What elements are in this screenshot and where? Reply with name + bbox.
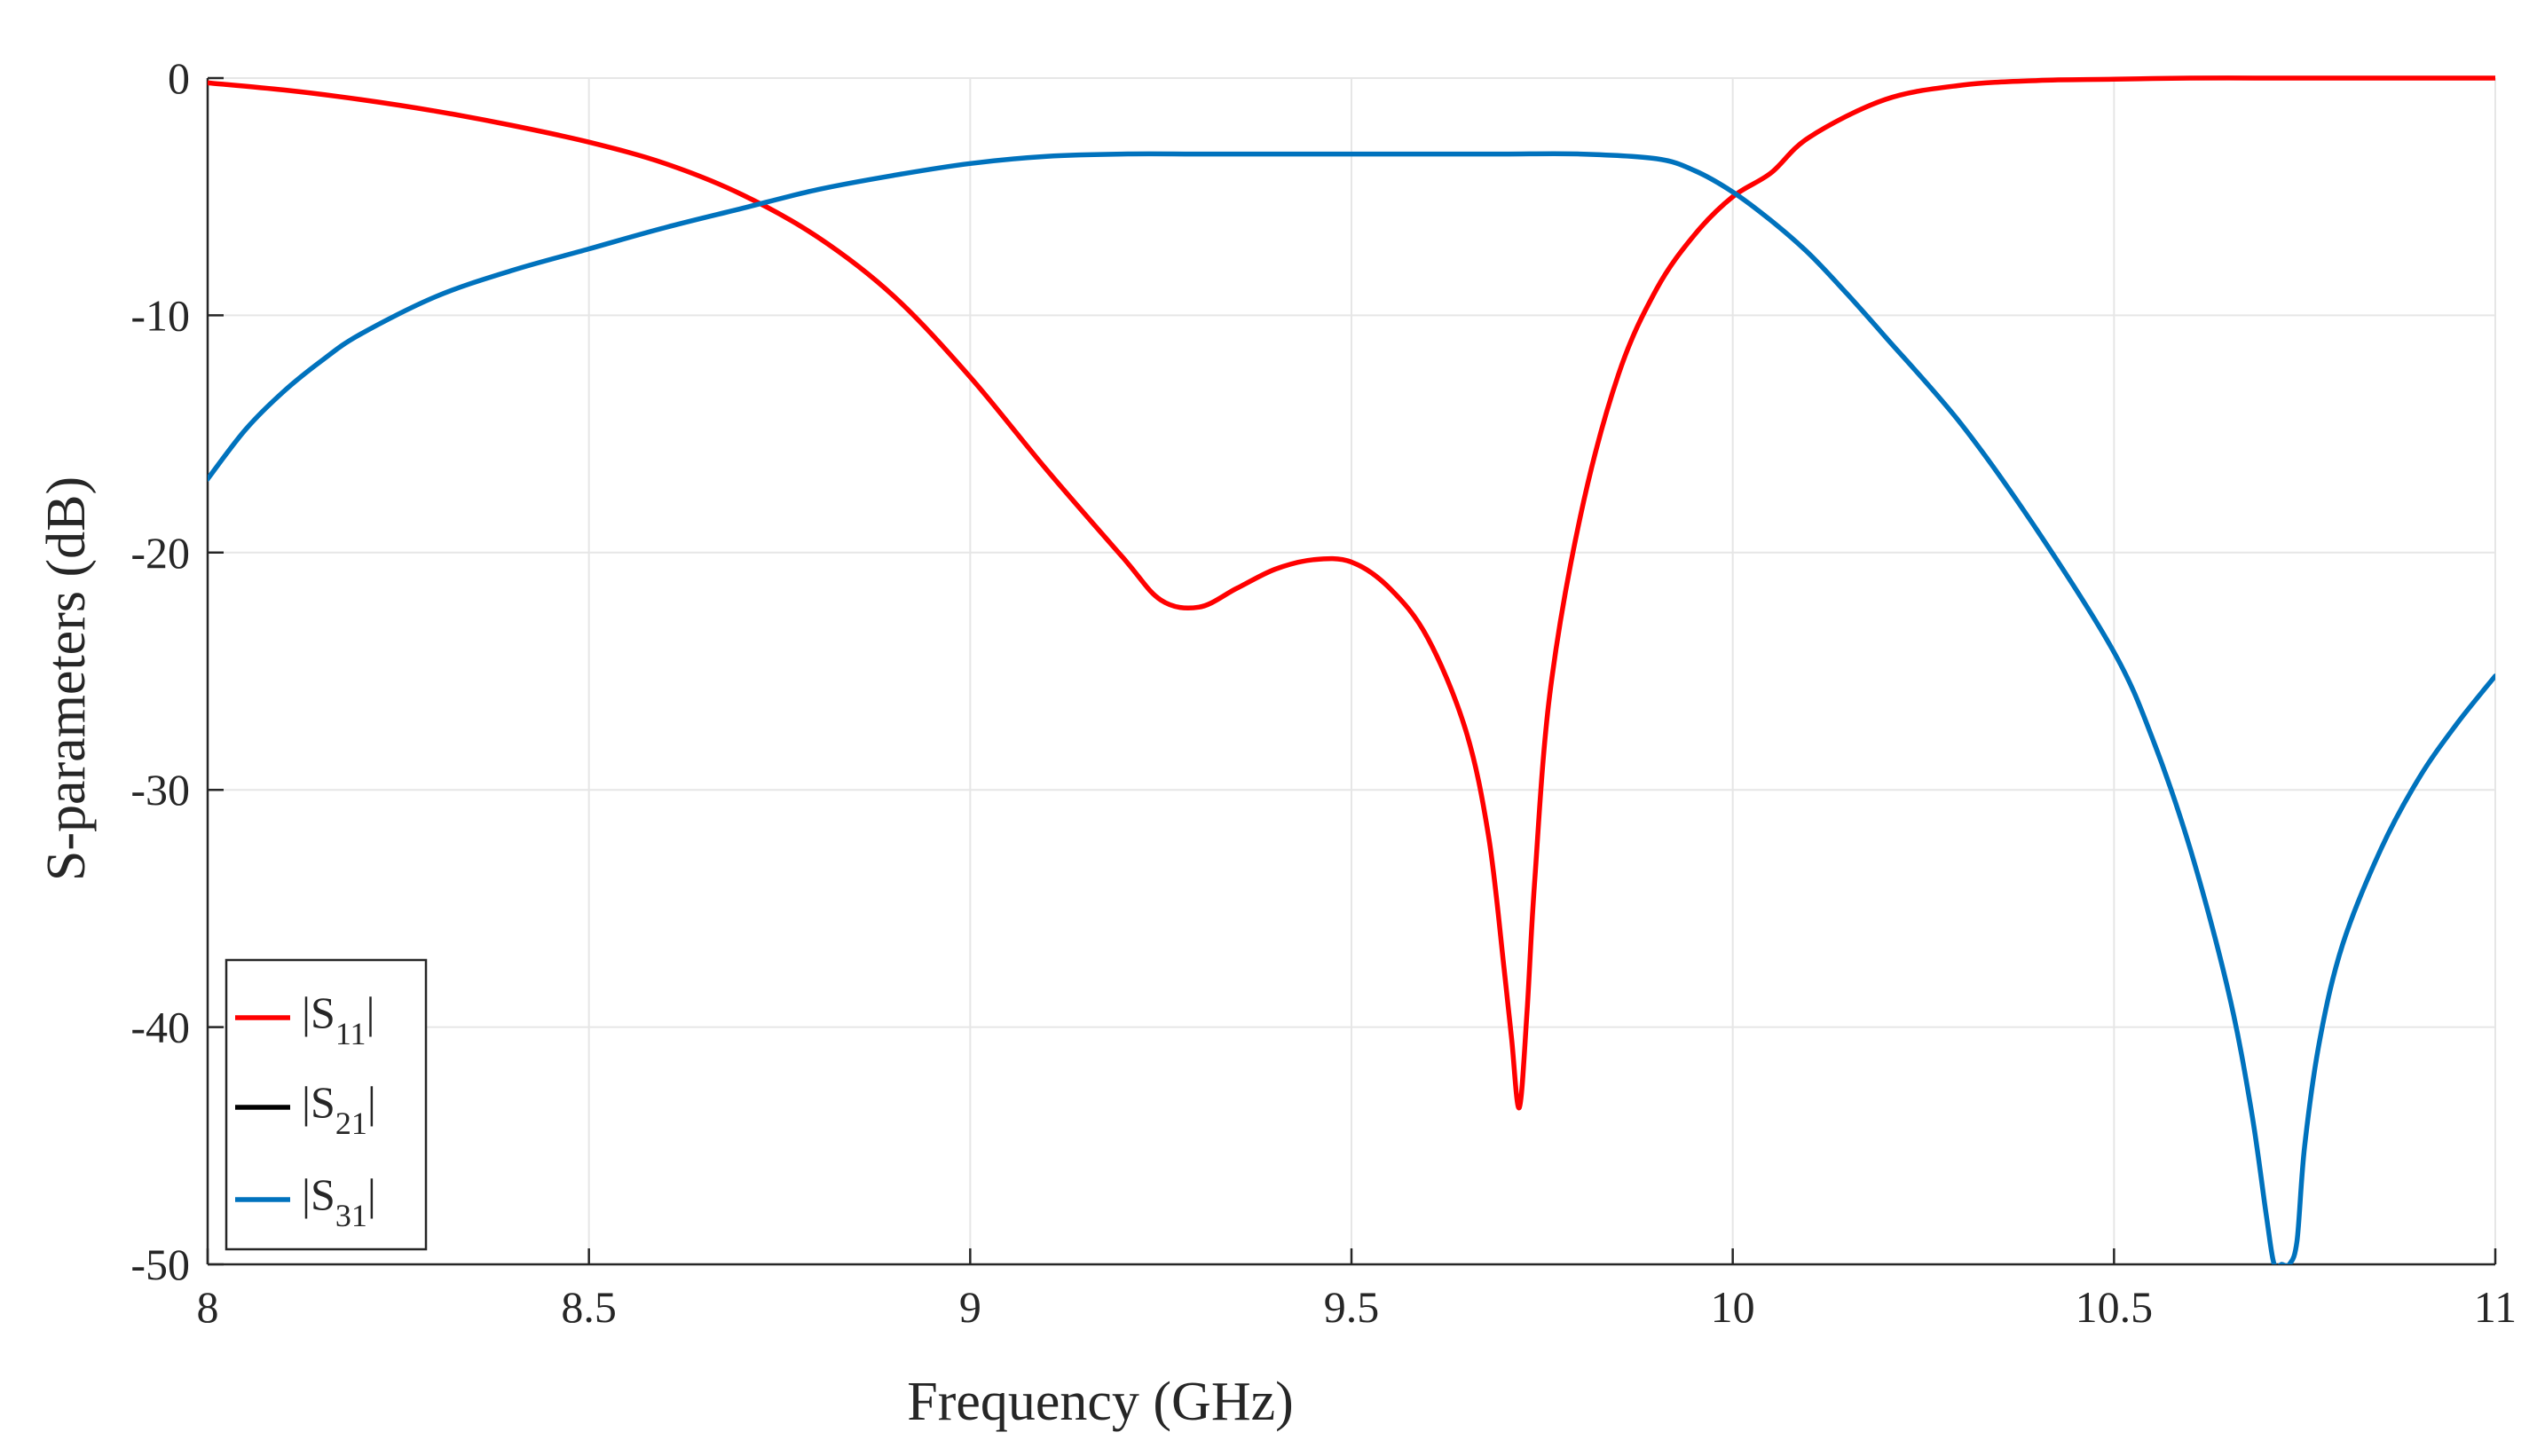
x-tick-label: 8.5 [561,1282,617,1332]
legend-label-s31-end: | [367,1169,376,1219]
legend-label-s21: |S21| [302,1077,376,1141]
y-tick-label: -20 [130,528,190,578]
x-tick-label: 9 [959,1282,981,1332]
legend-label-s21-main: |S [302,1077,335,1127]
y-tick-label: -50 [130,1240,190,1289]
x-axis-title: Frequency (GHz) [907,1372,1294,1432]
legend: |S11| |S21| |S31| [225,958,428,1251]
series-line-s11 [208,75,2495,1111]
legend-label-s11: |S11| [302,988,375,1051]
x-tick-label: 11 [2474,1282,2517,1332]
y-tick-label: -10 [130,290,190,340]
y-tick-label: -30 [130,765,190,815]
grid [207,77,2496,1265]
y-axis-title: S-parameters (dB) [36,476,97,881]
legend-label-s31-sub: 31 [335,1198,367,1233]
legend-label-s21-sub: 21 [335,1106,367,1141]
y-tick-label: -40 [130,1003,190,1052]
legend-label-s11-sub: 11 [335,1016,366,1051]
legend-label-s31: |S31| [302,1169,376,1233]
tick-labels: 8 8.5 9 9.5 10 10.5 11 0 -10 -20 -30 -40 -50 [130,53,2517,1332]
x-tick-label: 9.5 [1324,1282,1380,1332]
x-tick-label: 10 [1711,1282,1755,1332]
legend-label-s31-main: |S [302,1169,335,1219]
x-tick-label: 10.5 [2076,1282,2154,1332]
legend-label-s11-main: |S [302,988,335,1037]
axes [206,76,2497,1266]
y-tick-label: 0 [168,53,190,103]
legend-label-s21-end: | [367,1077,376,1127]
series-group [208,75,2495,1264]
series-line-s31 [208,151,2495,1264]
legend-label-s11-end: | [366,988,375,1037]
x-tick-label: 8 [197,1282,219,1332]
